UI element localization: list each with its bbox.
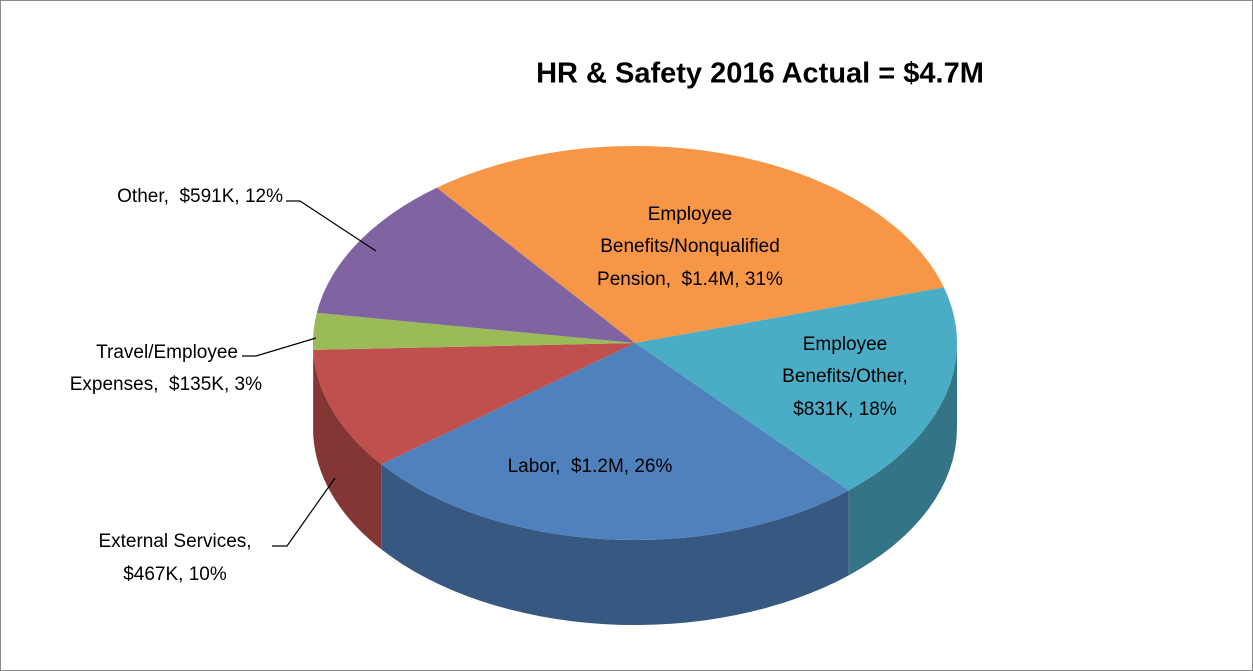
pie-side <box>313 349 382 550</box>
data-label: Other, $591K, 12% <box>117 186 283 207</box>
pie-slice <box>381 343 849 540</box>
pie-slice <box>316 187 635 343</box>
pie-slice <box>436 146 944 343</box>
data-label: Travel/Employee <box>96 342 238 363</box>
data-label: Benefits/Other, <box>782 366 908 387</box>
pie-side <box>381 464 849 625</box>
pie-slice <box>635 287 958 491</box>
data-label: Labor, $1.2M, 26% <box>508 456 673 477</box>
leader-line <box>272 477 336 547</box>
data-label: Expenses, $135K, 3% <box>70 374 262 395</box>
data-label: Pension, $1.4M, 31% <box>597 269 783 290</box>
leader-line <box>286 200 377 252</box>
pie-side <box>848 343 957 576</box>
pie-slice <box>313 343 635 465</box>
data-label: $831K, 18% <box>793 399 897 420</box>
data-label: Benefits/Nonqualified <box>600 236 780 257</box>
data-label: $467K, 10% <box>123 564 227 585</box>
chart-title: HR & Safety 2016 Actual = $4.7M <box>536 58 984 90</box>
pie-slice <box>313 312 635 350</box>
data-label: Employee <box>803 334 888 355</box>
data-label: Employee <box>648 204 733 225</box>
leader-line <box>242 337 317 357</box>
data-label: External Services, <box>98 531 251 552</box>
